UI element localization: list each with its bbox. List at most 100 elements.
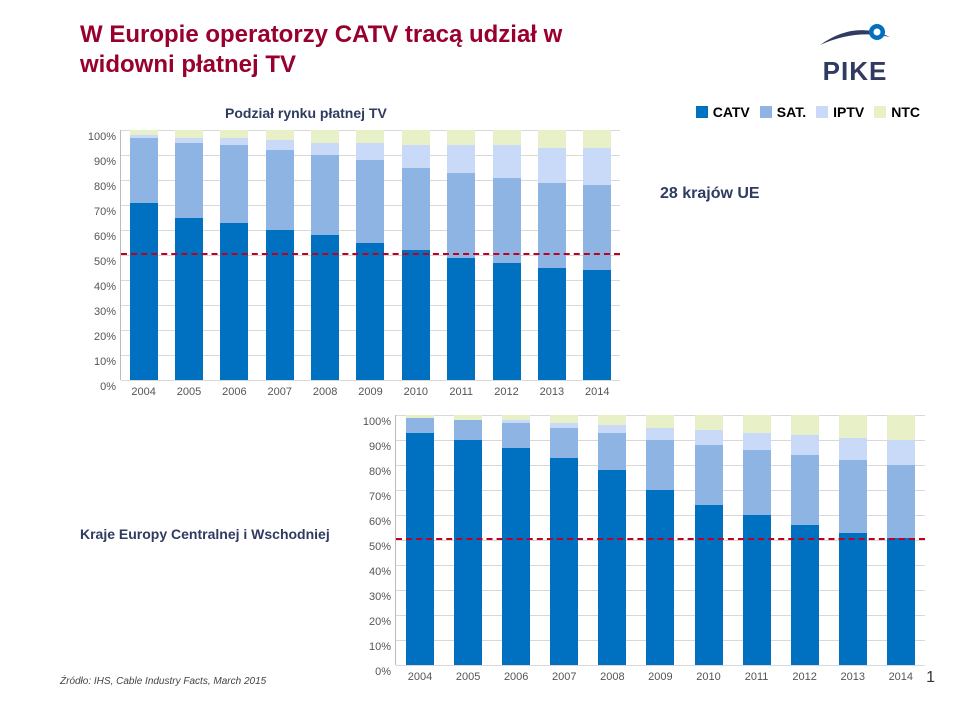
- bar-segment: [493, 178, 521, 263]
- bar-segment: [447, 130, 475, 145]
- legend-label: NTC: [891, 104, 920, 120]
- bar-column: [550, 415, 578, 665]
- bar-column: [598, 415, 626, 665]
- legend-swatch-icon: [874, 106, 886, 118]
- y-tick-label: 60%: [351, 516, 391, 528]
- bar-segment: [493, 130, 521, 145]
- chart-bottom-label: Kraje Europy Centralnej i Wschodniej: [80, 525, 330, 543]
- bar-segment: [130, 203, 158, 381]
- source-note: Źródło: IHS, Cable Industry Facts, March…: [60, 676, 266, 687]
- bar-column: [406, 415, 434, 665]
- bar-segment: [311, 155, 339, 235]
- bar-segment: [695, 505, 723, 665]
- bar-segment: [583, 148, 611, 186]
- bar-column: [583, 130, 611, 380]
- bar-column: [887, 415, 915, 665]
- x-tick-label: 2006: [220, 386, 248, 398]
- bar-segment: [743, 450, 771, 515]
- bar-segment: [791, 455, 819, 525]
- bar-segment: [646, 428, 674, 441]
- bar-column: [493, 130, 521, 380]
- bar-column: [356, 130, 384, 380]
- y-tick-label: 70%: [351, 491, 391, 503]
- y-tick-label: 50%: [351, 541, 391, 553]
- y-tick-label: 90%: [76, 156, 116, 168]
- bar-column: [175, 130, 203, 380]
- gridline: [396, 665, 925, 666]
- y-tick-label: 70%: [76, 206, 116, 218]
- bar-segment: [646, 440, 674, 490]
- bar-column: [839, 415, 867, 665]
- logo-swoosh-icon: [815, 15, 895, 55]
- bars-container: [396, 415, 925, 665]
- x-tick-label: 2010: [402, 386, 430, 398]
- x-tick-label: 2013: [538, 386, 566, 398]
- bar-segment: [598, 425, 626, 433]
- page-number: 1: [926, 669, 935, 687]
- bar-segment: [356, 243, 384, 381]
- chart-top-plot: 0%10%20%30%40%50%60%70%80%90%100%2004200…: [121, 130, 620, 380]
- bar-segment: [454, 420, 482, 440]
- bar-segment: [130, 138, 158, 203]
- reference-line: [396, 538, 925, 540]
- bar-column: [266, 130, 294, 380]
- bar-segment: [695, 430, 723, 445]
- y-tick-label: 90%: [351, 441, 391, 453]
- x-tick-label: 2004: [406, 671, 434, 683]
- bar-segment: [743, 433, 771, 451]
- x-tick-label: 2010: [695, 671, 723, 683]
- x-labels: 2004200520062007200820092010201120122013…: [121, 386, 620, 398]
- bar-segment: [447, 173, 475, 258]
- bar-segment: [791, 525, 819, 665]
- bar-segment: [646, 490, 674, 665]
- legend-swatch-icon: [816, 106, 828, 118]
- bar-segment: [175, 218, 203, 381]
- x-tick-label: 2005: [175, 386, 203, 398]
- y-tick-label: 40%: [351, 566, 391, 578]
- bar-column: [743, 415, 771, 665]
- bar-segment: [266, 130, 294, 140]
- bar-segment: [695, 415, 723, 430]
- bar-segment: [743, 415, 771, 433]
- y-tick-label: 10%: [351, 641, 391, 653]
- bar-column: [130, 130, 158, 380]
- legend-label: CATV: [713, 104, 750, 120]
- bar-segment: [356, 160, 384, 243]
- chart-top: 0%10%20%30%40%50%60%70%80%90%100%2004200…: [120, 130, 620, 380]
- logo-text: PIKE: [790, 56, 920, 87]
- bar-segment: [538, 268, 566, 381]
- bar-segment: [311, 130, 339, 143]
- y-tick-label: 0%: [351, 666, 391, 678]
- bar-segment: [493, 145, 521, 178]
- bar-segment: [502, 423, 530, 448]
- y-tick-label: 20%: [76, 331, 116, 343]
- x-tick-label: 2007: [266, 386, 294, 398]
- bar-segment: [447, 145, 475, 173]
- bar-segment: [583, 270, 611, 380]
- bar-segment: [266, 140, 294, 150]
- chart-bottom: 0%10%20%30%40%50%60%70%80%90%100%2004200…: [395, 415, 925, 665]
- y-tick-label: 50%: [76, 256, 116, 268]
- bar-segment: [175, 130, 203, 138]
- y-tick-label: 60%: [76, 231, 116, 243]
- bar-segment: [550, 458, 578, 666]
- chart-legend: CATVSAT.IPTVNTC: [686, 104, 920, 121]
- bar-segment: [356, 143, 384, 161]
- bar-segment: [402, 168, 430, 251]
- legend-item: SAT.: [760, 104, 806, 120]
- bar-segment: [583, 185, 611, 270]
- bar-segment: [887, 538, 915, 666]
- legend-item: NTC: [874, 104, 920, 120]
- bar-segment: [402, 130, 430, 145]
- bar-segment: [791, 435, 819, 455]
- y-tick-label: 10%: [76, 356, 116, 368]
- bar-column: [311, 130, 339, 380]
- bar-segment: [311, 235, 339, 380]
- bar-segment: [454, 440, 482, 665]
- bar-segment: [583, 130, 611, 148]
- bar-segment: [402, 145, 430, 168]
- bar-segment: [538, 148, 566, 183]
- x-tick-label: 2011: [743, 671, 771, 683]
- x-tick-label: 2008: [311, 386, 339, 398]
- bar-segment: [266, 150, 294, 230]
